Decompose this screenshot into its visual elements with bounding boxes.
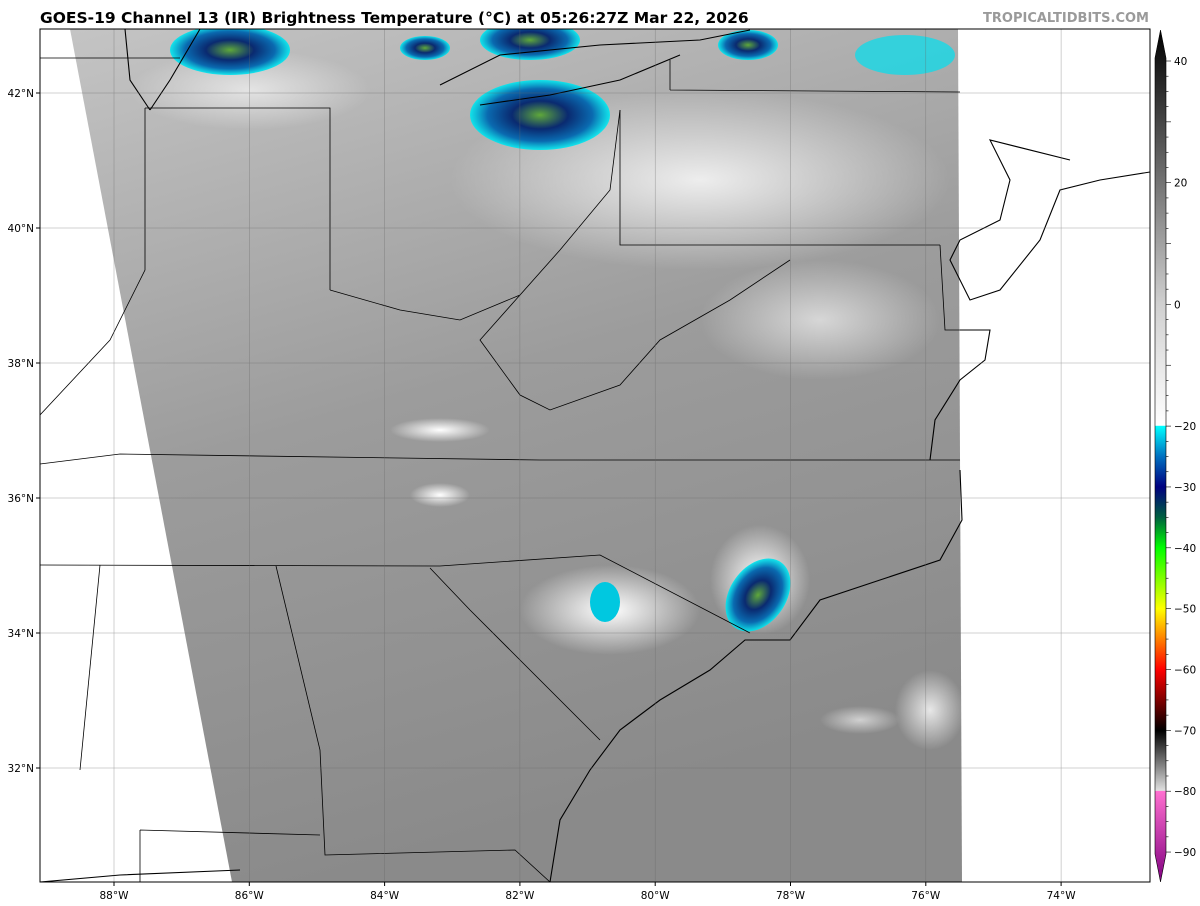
- longitude-labels: 88°W 86°W 84°W 82°W 80°W 78°W 76°W 74°W: [100, 882, 1077, 902]
- latitude-labels: 42°N 40°N 38°N 36°N 34°N 32°N: [8, 88, 40, 775]
- colorbar-label: 40: [1174, 56, 1187, 68]
- gridlines: [40, 29, 1150, 882]
- colorbar-label: 0: [1174, 299, 1181, 311]
- lat-label: 36°N: [8, 493, 34, 505]
- lon-label: 78°W: [776, 890, 806, 902]
- map-area: [40, 29, 1150, 882]
- colorbar-label: −60: [1174, 665, 1196, 677]
- lat-label: 38°N: [8, 358, 34, 370]
- colorbar-label: −20: [1174, 421, 1196, 433]
- lon-label: 76°W: [911, 890, 941, 902]
- lat-label: 42°N: [8, 88, 34, 100]
- lat-label: 40°N: [8, 223, 34, 235]
- colorbar-label: −70: [1174, 725, 1196, 737]
- colorbar-scale: [1154, 29, 1167, 883]
- map-title: GOES-19 Channel 13 (IR) Brightness Tempe…: [40, 9, 749, 27]
- coastlines: [40, 29, 1150, 882]
- site-credit: TROPICALTIDBITS.COM: [983, 11, 1149, 26]
- lat-label: 32°N: [8, 763, 34, 775]
- lon-label: 80°W: [641, 890, 671, 902]
- colorbar-label: −80: [1174, 786, 1196, 798]
- lon-label: 82°W: [505, 890, 535, 902]
- colorbar-label: −30: [1174, 482, 1196, 494]
- colorbar-label: −50: [1174, 604, 1196, 616]
- lon-label: 88°W: [100, 890, 130, 902]
- colorbar: 40 20 0 −20 −30 −40 −50 −60 −70 −80 −90: [1154, 29, 1196, 883]
- lon-label: 84°W: [370, 890, 400, 902]
- map-frame: [39, 28, 1151, 883]
- lon-label: 74°W: [1047, 890, 1077, 902]
- lon-label: 86°W: [235, 890, 265, 902]
- colorbar-label: −40: [1174, 543, 1196, 555]
- colorbar-label: 20: [1174, 178, 1187, 190]
- colorbar-label: −90: [1174, 847, 1196, 859]
- lat-label: 34°N: [8, 628, 34, 640]
